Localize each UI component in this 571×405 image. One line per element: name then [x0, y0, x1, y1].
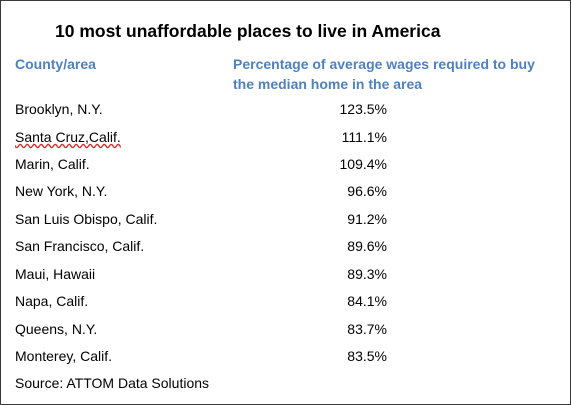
table-title: 10 most unaffordable places to live in A…	[55, 21, 441, 41]
percentage-cell: 89.6%	[347, 238, 387, 254]
table-row: Maui, Hawaii 89.3%	[1, 266, 570, 286]
table-row: San Luis Obispo, Calif. 91.2%	[1, 211, 570, 231]
source-note: Source: ATTOM Data Solutions	[15, 375, 210, 391]
table-row: Marin, Calif. 109.4%	[1, 156, 570, 176]
percentage-cell: 83.5%	[347, 348, 387, 364]
percentage-cell: 84.1%	[347, 293, 387, 309]
table-row: Queens, N.Y. 83.7%	[1, 321, 570, 341]
table-row: Brooklyn, N.Y. 123.5%	[1, 101, 570, 121]
percentage-cell: 111.1%	[341, 129, 387, 145]
table-row: Monterey, Calif. 83.5%	[1, 348, 570, 368]
table-row: New York, N.Y. 96.6%	[1, 183, 570, 203]
county-cell: Maui, Hawaii	[15, 266, 96, 282]
percentage-cell: 123.5%	[339, 101, 387, 117]
county-cell: Brooklyn, N.Y.	[15, 101, 103, 117]
percentage-cell: 96.6%	[347, 183, 387, 199]
table-row: San Francisco, Calif. 89.6%	[1, 238, 570, 258]
county-cell: New York, N.Y.	[15, 183, 108, 199]
percentage-cell: 109.4%	[339, 156, 387, 172]
percentage-cell: 89.3%	[347, 266, 387, 282]
county-cell: Napa, Calif.	[15, 293, 89, 309]
county-cell: Monterey, Calif.	[15, 348, 112, 364]
percentage-cell: 91.2%	[347, 211, 387, 227]
percentage-cell: 83.7%	[347, 321, 387, 337]
county-cell: Queens, N.Y.	[15, 321, 98, 337]
county-cell: Santa Cruz,Calif.	[15, 129, 121, 145]
table-row: Santa Cruz,Calif. 111.1%	[1, 129, 570, 149]
column-header-county: County/area	[15, 56, 96, 72]
column-header-percentage: Percentage of average wages required to …	[233, 56, 535, 92]
county-cell: Marin, Calif.	[15, 156, 90, 172]
county-cell: San Luis Obispo, Calif.	[15, 211, 158, 227]
county-cell: San Francisco, Calif.	[15, 238, 145, 254]
table-row: Napa, Calif. 84.1%	[1, 293, 570, 313]
